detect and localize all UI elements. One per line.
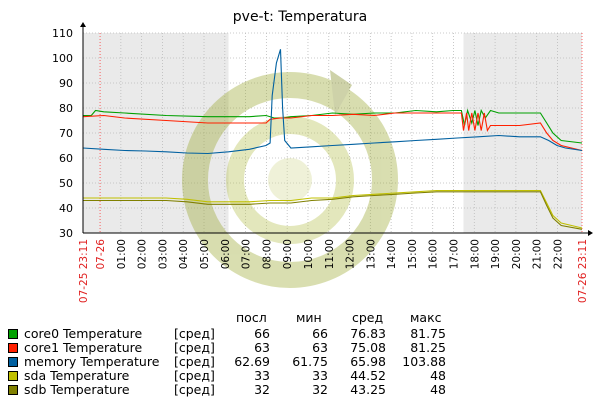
legend-last: 33 [254, 368, 270, 383]
legend-min: 63 [312, 340, 328, 355]
y-tick-label: 30 [59, 227, 73, 240]
y-tick-label: 90 [59, 77, 73, 90]
legend-max: 103.88 [402, 354, 446, 369]
legend-min: 61.75 [292, 354, 328, 369]
legend-agg: [сред] [174, 340, 215, 355]
x-tick-label: 07-26 [95, 239, 107, 270]
x-tick-label: 22:00 [552, 239, 564, 269]
legend-row-sdb: sdb Temperature [сред] 32 32 43.25 48 [0, 382, 601, 398]
x-tick-label: 13:00 [365, 239, 377, 269]
legend-agg: [сред] [174, 326, 215, 341]
x-tick-label: 07-25 23:11 [78, 239, 90, 303]
legend-swatch [8, 357, 18, 367]
y-tick-label: 70 [59, 127, 73, 140]
y-tick-label: 80 [59, 102, 73, 115]
x-tick-label: 12:00 [345, 239, 357, 269]
legend-avg: 44.52 [350, 368, 386, 383]
legend-swatch [8, 343, 18, 353]
watermark-logo [182, 70, 398, 288]
legend-label: sda Temperature [24, 368, 130, 383]
x-tick-label: 18:00 [469, 239, 481, 269]
legend-row-memory: memory Temperature [сред] 62.69 61.75 65… [0, 354, 601, 370]
shaded-region [463, 33, 582, 233]
legend-last: 66 [254, 326, 270, 341]
y-tick-label: 100 [52, 52, 73, 65]
legend-max: 81.25 [410, 340, 446, 355]
legend-agg: [сред] [174, 382, 215, 397]
x-tick-label: 17:00 [449, 239, 461, 269]
series-line [83, 108, 583, 144]
legend-row-sda: sda Temperature [сред] 33 33 44.52 48 [0, 368, 601, 384]
legend-max: 48 [430, 382, 446, 397]
legend-swatch [8, 385, 18, 395]
x-tick-label: 20:00 [511, 239, 523, 269]
legend-swatch [8, 371, 18, 381]
x-tick-label: 21:00 [532, 239, 544, 269]
legend-avg: 43.25 [350, 382, 386, 397]
series-line [83, 191, 583, 230]
legend-min: 66 [312, 326, 328, 341]
legend-row-core1: core1 Temperature [сред] 63 63 75.08 81.… [0, 340, 601, 356]
x-tick-label: 08:00 [261, 239, 273, 269]
x-tick-label: 03:00 [157, 239, 169, 269]
chart-title: pve-t: Temperatura [233, 9, 367, 25]
legend-header-min: мин [296, 310, 322, 325]
legend-label: memory Temperature [24, 354, 160, 369]
series-line [82, 112, 583, 152]
temperature-chart: pve-t: Temperatura 30 40 50 60 70 80 90 100 110 0… [52, 9, 593, 304]
x-tick-label: 05:00 [199, 239, 211, 269]
x-tick-label: 01:00 [116, 239, 128, 269]
legend-row-core0: core0 Temperature [сред] 66 66 76.83 81.… [0, 326, 601, 342]
y-tick-label: 110 [52, 27, 73, 40]
y-tick-label: 60 [59, 152, 73, 165]
y-tick-label: 50 [59, 177, 73, 190]
legend-last: 62.69 [234, 354, 270, 369]
legend-agg: [сред] [174, 368, 215, 383]
series-layer [82, 49, 583, 230]
x-axis-arrow [588, 230, 593, 236]
x-tick-label: 11:00 [324, 239, 336, 269]
x-tick-label: 14:00 [386, 239, 398, 269]
series-line [83, 189, 583, 229]
legend-header-last: посл [236, 310, 267, 325]
x-tick-label: 02:00 [137, 239, 149, 269]
legend-label: core0 Temperature [24, 326, 143, 341]
legend-avg: 75.08 [350, 340, 386, 355]
legend-swatch [8, 329, 18, 339]
x-tick-label: 07:00 [241, 239, 253, 269]
legend-agg: [сред] [174, 354, 215, 369]
legend-avg: 65.98 [350, 354, 386, 369]
legend-min: 32 [312, 382, 328, 397]
legend-max: 81.75 [410, 326, 446, 341]
series-line [82, 49, 583, 155]
legend-last: 32 [254, 382, 270, 397]
legend-max: 48 [430, 368, 446, 383]
legend-label: sdb Temperature [24, 382, 130, 397]
grid-layer [82, 32, 583, 234]
x-tick-label: 15:00 [407, 239, 419, 269]
y-tick-label: 40 [59, 202, 73, 215]
x-tick-label: 07-26 23:11 [577, 239, 589, 303]
legend-header-max: макс [410, 310, 442, 325]
legend-label: core1 Temperature [24, 340, 143, 355]
x-tick-label: 04:00 [178, 239, 190, 269]
legend-avg: 76.83 [350, 326, 386, 341]
x-tick-label: 16:00 [428, 239, 440, 269]
legend-header-avg: сред [352, 310, 384, 325]
y-axis-arrow [80, 22, 86, 27]
x-tick-label: 06:00 [220, 239, 232, 269]
legend-last: 63 [254, 340, 270, 355]
legend-header: посл мин сред макс [0, 308, 601, 325]
x-tick-label: 10:00 [303, 239, 315, 269]
legend-min: 33 [312, 368, 328, 383]
x-tick-label: 09:00 [282, 239, 294, 269]
x-tick-label: 19:00 [490, 239, 502, 269]
axis-layer: 30 40 50 60 70 80 90 100 110 07-25 23:11 07-26 01:0… [52, 22, 593, 303]
